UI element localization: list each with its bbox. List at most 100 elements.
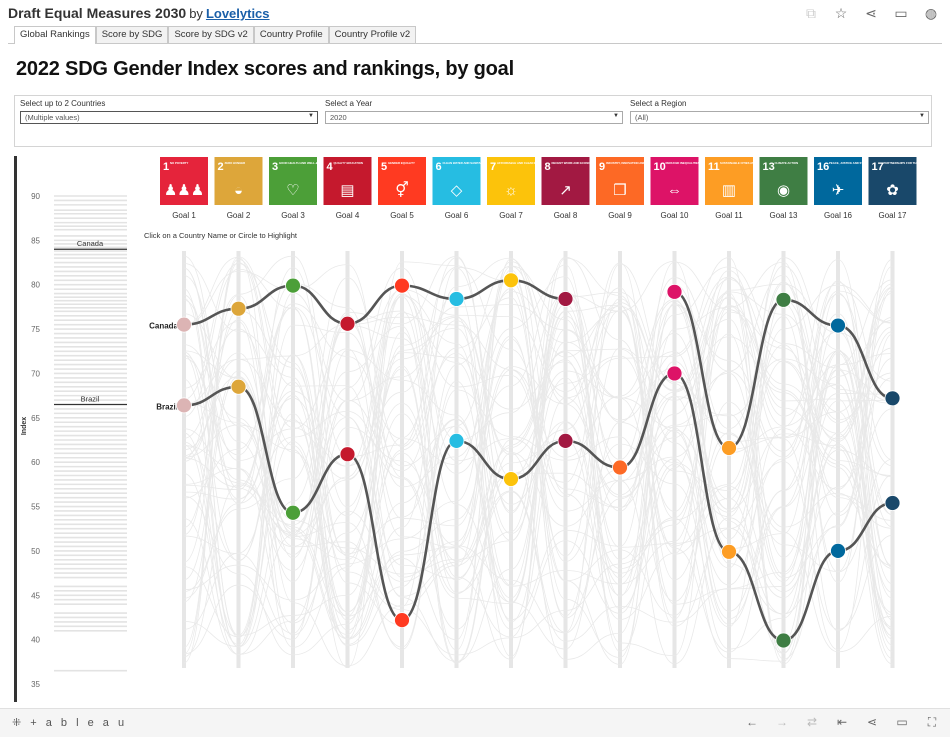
goal-score-point[interactable] — [775, 291, 792, 308]
tab-score-by-sdg-v2[interactable]: Score by SDG v2 — [168, 26, 254, 43]
sdg-goal-caption: QUALITY EDUCATION — [334, 161, 363, 165]
share-icon[interactable]: ⋖ — [866, 715, 878, 729]
goal-score-point[interactable] — [721, 543, 737, 560]
sdg-goal-number: 11 — [708, 161, 720, 173]
background-country-line — [183, 283, 893, 578]
country-series-label[interactable]: Brazil — [156, 402, 178, 411]
filter-panel: Select up to 2 Countries (Multiple value… — [14, 95, 932, 147]
goal-score-point[interactable] — [394, 612, 410, 629]
country-series-label[interactable]: Canada — [149, 322, 178, 331]
undo-icon[interactable]: ← — [746, 715, 758, 729]
y-tick-label: 80 — [31, 281, 40, 290]
sdg-goal-tile[interactable] — [269, 157, 317, 205]
goal-score-point[interactable] — [339, 446, 356, 463]
goal-score-point[interactable] — [830, 543, 846, 559]
sdg-goal-tile[interactable] — [814, 157, 862, 205]
goal-score-point[interactable] — [448, 432, 465, 449]
fullscreen-icon[interactable]: ⛶ — [927, 715, 937, 729]
sdg-goal-tile[interactable] — [323, 157, 372, 205]
comment-icon[interactable]: ▭ — [894, 5, 908, 21]
tab-country-profile[interactable]: Country Profile — [253, 26, 329, 43]
goal-score-point[interactable] — [721, 440, 737, 456]
highlight-rank-label[interactable]: Canada — [77, 239, 104, 248]
sdg-goal-icon: ♡ — [286, 182, 299, 199]
goal-score-point[interactable] — [612, 459, 628, 476]
y-tick-label: 55 — [31, 503, 40, 512]
goal-score-point[interactable] — [448, 291, 465, 307]
top-bar: Draft Equal Measures 2030 by Lovelytics ⧉ … — [0, 0, 950, 26]
sdg-goal-caption: PEACE, JUSTICE AND STRONG INSTITUTIONS — [829, 161, 892, 165]
sdg-goal-tile[interactable] — [650, 157, 699, 205]
country-select[interactable]: (Multiple values) ▼ — [20, 111, 318, 124]
sdg-goal-tile[interactable] — [160, 157, 208, 205]
tab-score-by-sdg[interactable]: Score by SDG — [95, 26, 169, 43]
sdg-goal-number: 5 — [381, 161, 387, 173]
goal-score-point[interactable] — [230, 300, 247, 317]
tab-global-rankings[interactable]: Global Rankings — [14, 26, 96, 44]
goal-score-point[interactable] — [884, 390, 901, 407]
reset-icon[interactable]: ⇤ — [836, 715, 848, 729]
sdg-goal-tile[interactable] — [432, 157, 481, 205]
favorite-star-icon[interactable]: ☆ — [834, 5, 848, 21]
sdg-goal-tile[interactable] — [759, 157, 808, 205]
goal-score-point[interactable] — [285, 504, 301, 521]
author-link[interactable]: Lovelytics — [205, 6, 270, 21]
background-country-line — [183, 258, 893, 648]
goal-score-point[interactable] — [884, 495, 901, 511]
background-country-line — [183, 297, 893, 636]
goal-score-point[interactable] — [285, 277, 301, 294]
goal-score-point[interactable] — [557, 432, 574, 449]
chevron-down-icon: ▼ — [613, 113, 619, 119]
sdg-goal-number: 17 — [872, 161, 884, 173]
sdg-goal-tile[interactable] — [214, 157, 263, 205]
sdg-goal-number: 13 — [763, 161, 775, 173]
download-icon[interactable]: ▭ — [896, 715, 908, 729]
background-country-line — [183, 256, 893, 663]
goal-score-point[interactable] — [503, 272, 519, 289]
footer-icons: ← → ⇄ ⇤ ⋖ ▭ ⛶ — [744, 715, 940, 730]
goal-column-label: Goal 8 — [554, 211, 578, 220]
sdg-goal-tile[interactable] — [487, 157, 535, 205]
goal-score-point[interactable] — [666, 365, 683, 382]
goal-score-point[interactable] — [176, 316, 192, 333]
goal-column-label: Goal 10 — [660, 211, 689, 220]
profile-icon[interactable]: ◍ — [924, 5, 938, 21]
tableau-logo[interactable]: ⁜ + a b l e a u — [12, 717, 128, 729]
background-country-line — [183, 263, 893, 642]
copy-icon[interactable]: ⧉ — [806, 5, 816, 21]
sdg-goal-tile[interactable] — [705, 157, 753, 205]
background-country-line — [183, 277, 893, 592]
sdg-goal-icon: ◉ — [777, 182, 790, 199]
goal-column-label: Goal 7 — [499, 211, 523, 220]
goal-score-point[interactable] — [666, 283, 683, 300]
sdg-goal-tile[interactable] — [596, 157, 644, 205]
goal-score-point[interactable] — [557, 291, 574, 307]
sdg-goal-icon: ◒ — [234, 182, 243, 199]
background-country-line — [183, 295, 893, 640]
background-country-line — [183, 257, 893, 664]
background-country-line — [183, 310, 893, 610]
sdg-goal-number: 16 — [817, 161, 829, 173]
y-tick-label: 35 — [31, 680, 40, 689]
sdg-goal-caption: GOOD HEALTH AND WELL-BEING — [279, 161, 325, 165]
goal-score-point[interactable] — [230, 378, 247, 395]
goal-score-point[interactable] — [775, 632, 792, 649]
region-select[interactable]: (All) ▼ — [630, 111, 929, 124]
highlight-rank-label[interactable]: Brazil — [81, 395, 100, 404]
goal-score-point[interactable] — [830, 317, 846, 334]
sdg-goal-number: 3 — [272, 161, 278, 173]
background-country-line — [183, 261, 893, 658]
goal-score-point[interactable] — [503, 471, 519, 487]
revert-icon[interactable]: ⇄ — [806, 715, 818, 729]
sdg-goal-tile[interactable] — [868, 157, 917, 205]
goal-score-point[interactable] — [176, 397, 192, 414]
goal-score-point[interactable] — [339, 315, 356, 332]
goal-score-point[interactable] — [394, 277, 410, 294]
redo-icon[interactable]: → — [776, 715, 788, 729]
tab-country-profile-v2[interactable]: Country Profile v2 — [328, 26, 417, 43]
share-icon[interactable]: ⋖ — [865, 5, 877, 21]
background-country-line — [183, 295, 893, 636]
sdg-goal-tile[interactable] — [541, 157, 590, 205]
sdg-goal-tile[interactable] — [378, 157, 426, 205]
year-select[interactable]: 2020 ▼ — [325, 111, 623, 124]
